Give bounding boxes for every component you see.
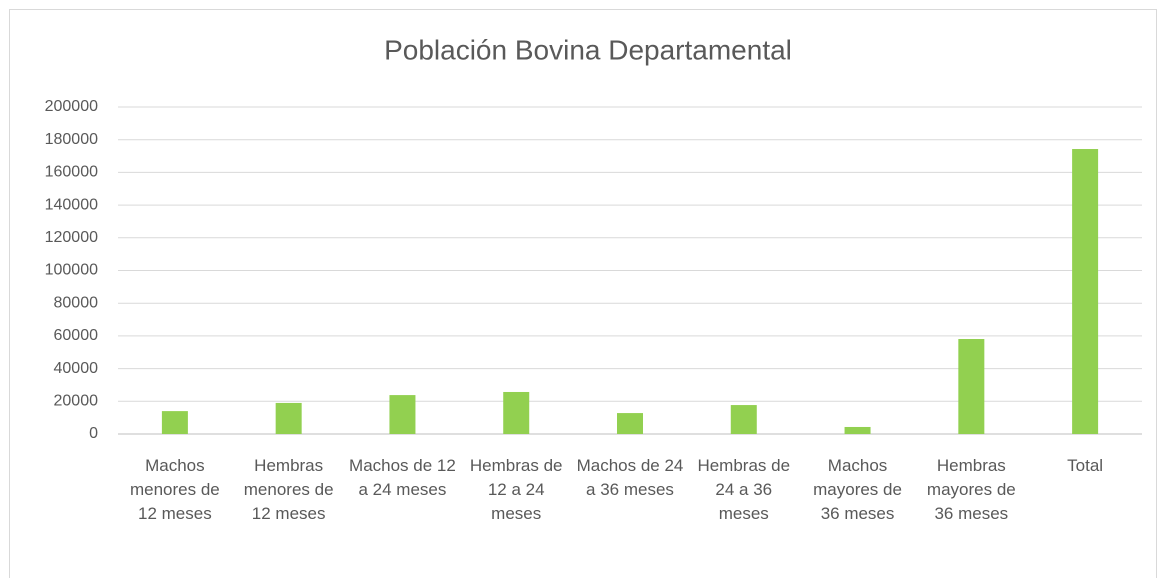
x-tick-label: Hembras de 24 a 36 meses bbox=[697, 456, 791, 523]
bar bbox=[730, 405, 757, 434]
y-tick-label: 60000 bbox=[54, 327, 99, 344]
y-tick-label: 80000 bbox=[54, 294, 99, 311]
chart-border bbox=[9, 9, 1157, 578]
x-tick-label: Machos menores de 12 meses bbox=[129, 456, 220, 523]
y-tick-label: 100000 bbox=[45, 262, 98, 279]
x-tick-label: Hembras menores de 12 meses bbox=[243, 456, 334, 523]
y-tick-label: 200000 bbox=[45, 98, 98, 115]
bar bbox=[503, 391, 530, 434]
y-tick-label: 40000 bbox=[54, 360, 99, 377]
bar bbox=[275, 402, 302, 434]
x-tick-label: Machos de 24 a 36 meses bbox=[576, 456, 684, 499]
y-tick-label: 160000 bbox=[45, 164, 98, 181]
bar bbox=[389, 395, 416, 434]
x-tick-label: Machos de 12 a 24 meses bbox=[349, 456, 456, 499]
y-tick-label: 180000 bbox=[45, 131, 98, 148]
chart-title: Población Bovina Departamental bbox=[384, 34, 792, 65]
y-tick-label: 120000 bbox=[45, 229, 98, 246]
x-tick-label: Hembras mayores de 36 meses bbox=[926, 456, 1016, 523]
y-tick-label: 0 bbox=[89, 425, 98, 442]
bar bbox=[1072, 149, 1099, 434]
x-tick-label: Total bbox=[1067, 456, 1104, 475]
bar bbox=[161, 411, 188, 434]
bar bbox=[617, 413, 643, 434]
y-tick-label: 20000 bbox=[54, 393, 99, 410]
x-tick-label: Hembras de 12 a 24 meses bbox=[469, 456, 563, 523]
bar bbox=[844, 426, 871, 434]
bar bbox=[958, 339, 985, 434]
x-tick-label: Machos mayores de 36 meses bbox=[813, 456, 902, 523]
y-tick-label: 140000 bbox=[45, 196, 98, 213]
